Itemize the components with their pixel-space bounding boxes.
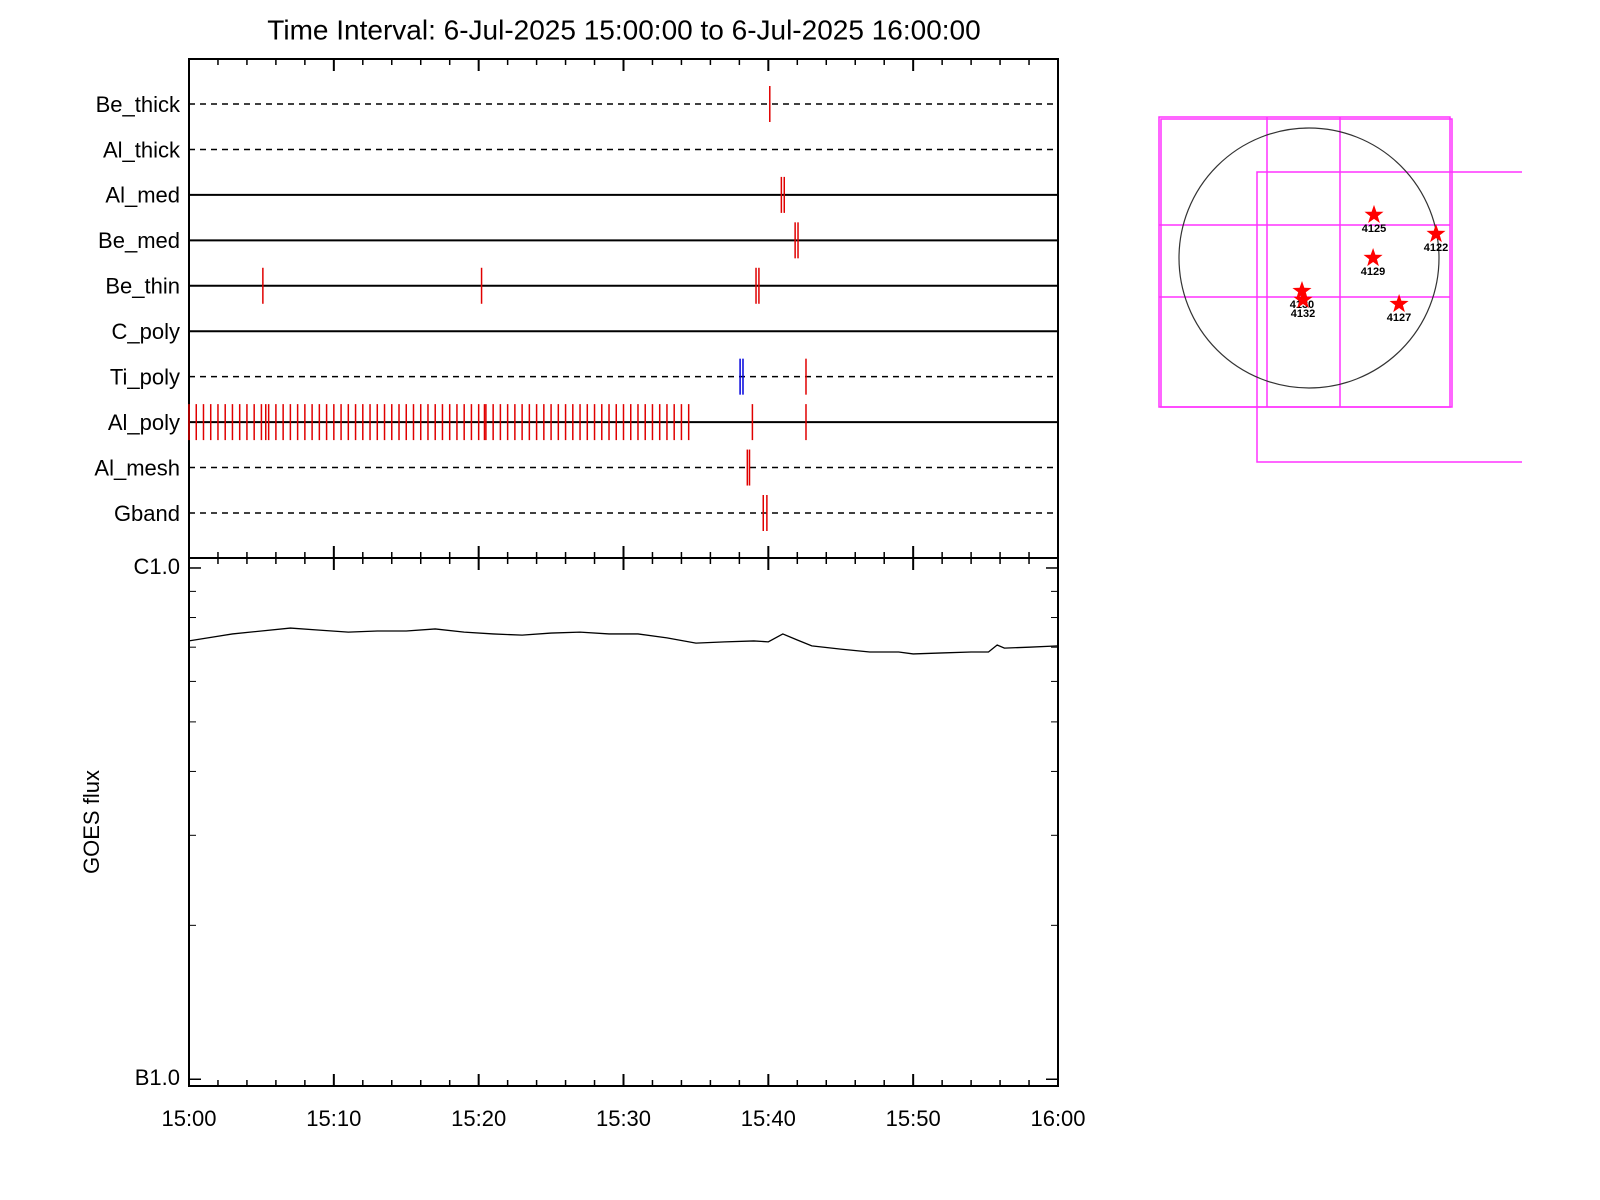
fov-box [1160,118,1453,408]
x-tick-label: 15:40 [741,1106,796,1131]
row-label: Al_med [105,183,180,208]
solar-limb [1178,127,1440,389]
region-label: 4130 [1290,299,1314,311]
row-label: Ti_poly [110,364,180,389]
row-label: Al_thick [103,137,181,162]
x-tick-label: 15:50 [886,1106,941,1131]
region-label: 4129 [1361,266,1385,278]
y-tick-label: C1.0 [134,554,180,579]
x-tick-label: 15:20 [451,1106,506,1131]
region-star [1363,248,1383,267]
row-label: Al_poly [108,410,180,435]
region-star [1292,281,1312,300]
flux-line [188,627,1059,655]
row-label: Be_thin [105,274,180,299]
y-tick-label: B1.0 [135,1065,180,1090]
region-star [1426,224,1446,243]
x-tick-label: 16:00 [1030,1106,1085,1131]
row-label: Al_mesh [94,455,180,480]
region-label: 4125 [1362,223,1386,235]
region-label: 4127 [1387,312,1411,324]
row-label: Be_med [98,228,180,253]
region-star [1293,290,1313,309]
region-label: 4122 [1424,242,1448,254]
y-axis-label: GOES flux [79,770,104,874]
region-star [1364,204,1384,223]
row-label: C_poly [112,319,180,344]
region-label: 4132 [1291,308,1315,320]
x-tick-label: 15:30 [596,1106,651,1131]
row-label: Gband [114,501,180,526]
x-tick-label: 15:00 [161,1106,216,1131]
fov-box [1256,171,1522,463]
x-tick-label: 15:10 [306,1106,361,1131]
region-star [1389,294,1409,313]
row-label: Be_thick [96,92,181,117]
chart-title: Time Interval: 6-Jul-2025 15:00:00 to 6-… [267,14,980,45]
